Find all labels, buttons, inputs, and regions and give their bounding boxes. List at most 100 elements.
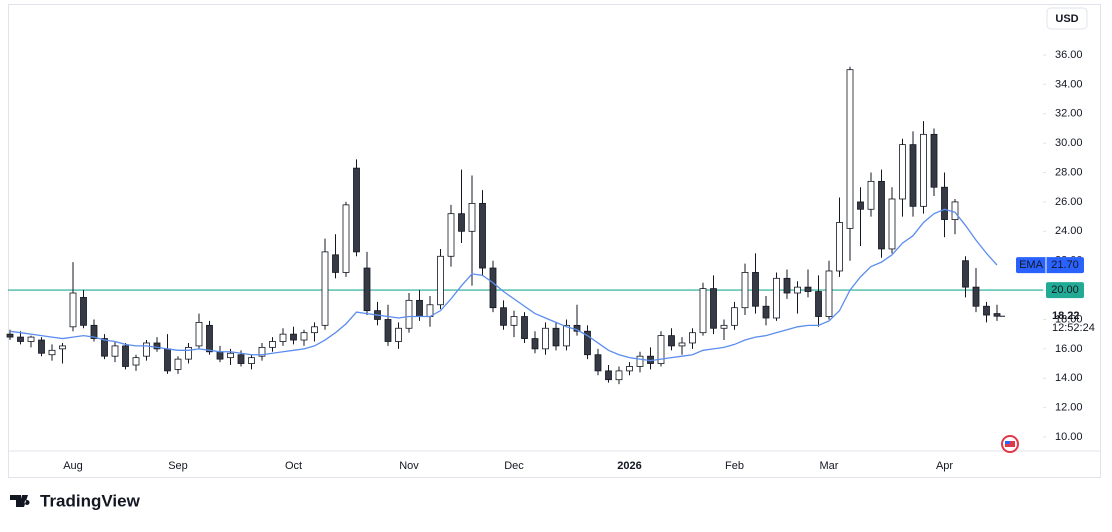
candle-body [657, 335, 665, 364]
candle-body [720, 324, 728, 329]
candle-body [153, 342, 161, 350]
y-tick-label: 26.00 [1055, 196, 1083, 208]
candle-body [300, 332, 308, 341]
x-tick-label: Sep [168, 460, 188, 472]
candle-body [815, 291, 822, 317]
candle-body [27, 336, 35, 342]
candle-body [258, 346, 266, 357]
candle-body [38, 339, 45, 354]
candle-body [794, 286, 801, 294]
candle-body [941, 186, 948, 220]
frame [8, 4, 1101, 478]
candle-body [773, 277, 780, 319]
candle-body [878, 180, 885, 250]
candle-body [353, 167, 360, 253]
candle-body [59, 345, 66, 350]
candle-body [48, 349, 56, 356]
candle-body [80, 297, 87, 326]
candle-body [542, 327, 549, 350]
candle-body [185, 346, 192, 360]
candle-body [17, 336, 24, 342]
candle-body [395, 327, 402, 342]
ema-label-box [1016, 257, 1084, 274]
candle-body [920, 133, 927, 207]
candle-body [111, 345, 119, 357]
candle-body [699, 288, 707, 334]
y-tick-label: 36.00 [1055, 49, 1083, 61]
candle-body [783, 277, 791, 294]
candle-body [836, 222, 843, 272]
candle-body [993, 313, 1001, 317]
candle-body [930, 133, 938, 188]
candle-body [594, 354, 602, 372]
candle-body [468, 202, 476, 232]
candle-body [521, 316, 528, 339]
candle-body [279, 333, 287, 342]
candle-body [248, 357, 255, 364]
candle-body [804, 286, 812, 292]
candle-body [447, 213, 455, 257]
candle-body [405, 299, 413, 329]
candle-body [269, 341, 276, 348]
candle-body [90, 324, 98, 339]
hline-label-box [1046, 282, 1084, 299]
candle-body [510, 316, 518, 326]
candle-body [237, 354, 245, 364]
candle-body [416, 299, 423, 317]
hline-label: 20.00 [1051, 284, 1079, 296]
candle-body [962, 260, 969, 288]
x-tick-label: Dec [504, 460, 524, 472]
y-tick-label: 16.00 [1055, 343, 1083, 355]
candle-body [899, 144, 906, 200]
candle-body [174, 358, 182, 370]
candle-body [731, 307, 738, 326]
y-tick-label: 10.00 [1055, 431, 1083, 443]
last-price: 18.22 [1052, 310, 1080, 322]
candle-body [216, 351, 224, 360]
candle-body [143, 342, 150, 357]
candle-body [132, 357, 140, 366]
candle-body [636, 355, 644, 367]
ema-name: EMA [1019, 259, 1044, 271]
candle-body [762, 305, 770, 319]
x-tick-label: Apr [936, 460, 953, 472]
candle-body [458, 213, 465, 232]
countdown: 12:52:24 [1052, 322, 1095, 334]
candle-body [531, 338, 539, 350]
x-tick-label: 2026 [617, 460, 641, 472]
logo [10, 495, 30, 507]
candle-body [846, 69, 854, 229]
y-tick-label: 34.00 [1055, 78, 1083, 90]
candle-body [689, 332, 696, 344]
candle-body [983, 305, 990, 316]
candle-body [311, 326, 318, 334]
candle-body [122, 345, 129, 367]
currency-button[interactable] [1046, 7, 1088, 30]
candle-body [6, 333, 14, 338]
y-tick-label: 12.00 [1055, 402, 1083, 414]
candle-body [584, 330, 591, 356]
candle-body [972, 286, 980, 307]
candle-body [563, 324, 570, 347]
x-tick-label: Nov [399, 460, 419, 472]
candle-body [101, 338, 108, 357]
candle-body [479, 202, 486, 269]
candle-body [342, 204, 350, 273]
candle-body [615, 370, 623, 381]
candle-body [605, 370, 612, 381]
candle-body [710, 288, 717, 329]
candle-body [857, 201, 864, 210]
candle-body [626, 366, 633, 372]
candle-body [951, 201, 959, 220]
candle-body [909, 144, 917, 207]
candle-body [332, 254, 339, 273]
candle-body [888, 198, 896, 250]
candle-body [384, 319, 392, 342]
x-tick-label: Feb [725, 460, 744, 472]
y-tick-label: 32.00 [1055, 108, 1083, 120]
currency: USD [1055, 13, 1078, 25]
candle-body [678, 342, 686, 347]
candle-body [741, 272, 749, 309]
candle-body [164, 348, 171, 372]
ema-line [9, 208, 998, 362]
